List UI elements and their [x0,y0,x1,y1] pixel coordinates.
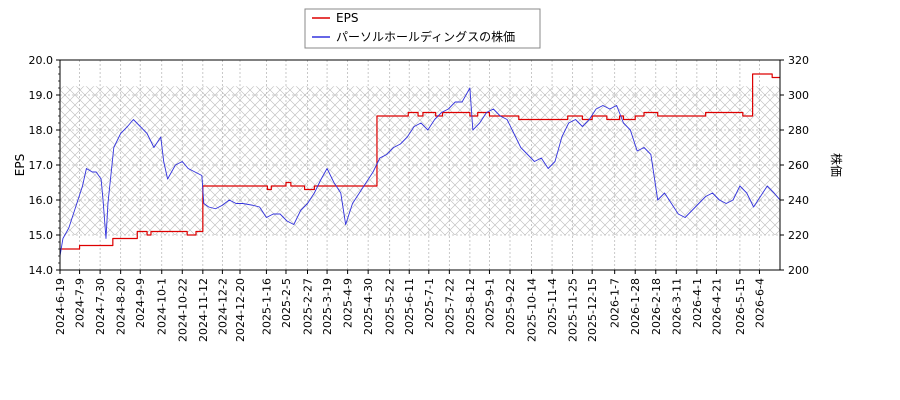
left-tick-label: 17.0 [29,159,54,172]
right-tick-label: 260 [788,159,809,172]
right-tick-label: 240 [788,194,809,207]
right-axis-title: 株価 [829,153,844,177]
x-tick-label: 2025-6-11 [403,278,416,335]
x-tick-label: 2025-5-22 [384,278,397,335]
left-tick-label: 16.0 [29,194,54,207]
left-axis: 14.0 15.0 16.0 17.0 18.0 19.0 20.0 [29,54,60,277]
x-tick-label: 2026-1-7 [609,278,622,328]
x-axis: 2024-6-19 2024-7-9 2024-7-30 2024-8-20 2024-… [54,270,766,342]
right-tick-label: 300 [788,89,809,102]
x-tick-label: 2026-3-11 [670,278,683,335]
right-axis: 200 220 240 260 280 300 320 [780,54,809,277]
x-tick-label: 2024-12-2 [216,278,229,335]
left-tick-label: 19.0 [29,89,54,102]
left-axis-title: EPS [13,154,27,176]
x-tick-label: 2025-8-12 [464,278,477,335]
x-tick-label: 2025-3-19 [321,278,334,335]
legend: EPS パーソルホールディングスの株価 [304,8,541,49]
left-tick-label: 18.0 [29,124,54,137]
x-tick-label: 2025-12-15 [586,278,599,342]
x-tick-label: 2024-8-20 [115,278,128,335]
x-tick-label: 2024-12-20 [234,278,247,342]
x-tick-label: 2025-10-14 [526,278,539,342]
x-tick-label: 2025-1-16 [260,278,273,335]
series-layer [60,73,780,257]
x-tick-label: 2026-2-18 [650,278,663,335]
x-tick-label: 2025-7-22 [443,278,456,335]
x-tick-label: 2025-11-25 [567,278,580,342]
x-tick-label: 2025-4-30 [362,278,375,335]
x-tick-label: 2024-11-12 [197,278,210,342]
x-tick-label: 2026-4-21 [710,278,723,335]
legend-eps-label: EPS [336,11,358,25]
x-tick-label: 2024-7-9 [74,278,87,328]
x-tick-label: 2025-2-27 [302,278,315,335]
x-tick-label: 2025-11-4 [546,278,559,335]
right-tick-label: 200 [788,264,809,277]
x-tick-label: 2025-7-1 [423,278,436,328]
x-tick-label: 2024-10-22 [176,278,189,342]
hatched-band [60,86,780,235]
x-tick-label: 2025-9-1 [483,278,496,328]
eps-series-line [60,73,780,250]
right-tick-label: 320 [788,54,809,67]
x-tick-label: 2026-1-28 [629,278,642,335]
left-tick-label: 15.0 [29,229,54,242]
x-tick-label: 2024-10-1 [156,278,169,335]
x-tick-label: 2025-4-9 [342,278,355,328]
right-tick-label: 220 [788,229,809,242]
x-tick-label: 2024-6-19 [54,278,67,335]
x-tick-label: 2026-4-1 [691,278,704,328]
x-tick-label: 2026-6-4 [753,278,766,328]
right-tick-label: 280 [788,124,809,137]
legend-box [304,8,541,49]
x-tick-label: 2024-7-30 [94,278,107,335]
left-tick-label: 20.0 [29,54,54,67]
legend-stock-label: パーソルホールディングスの株価 [336,29,515,44]
left-tick-label: 14.0 [29,264,54,277]
x-tick-label: 2025-2-5 [280,278,293,328]
x-tick-label: 2026-5-15 [734,278,747,335]
x-tick-label: 2024-9-9 [134,278,147,328]
stock-price-series-line [60,87,780,257]
x-tick-label: 2025-9-22 [504,278,517,335]
